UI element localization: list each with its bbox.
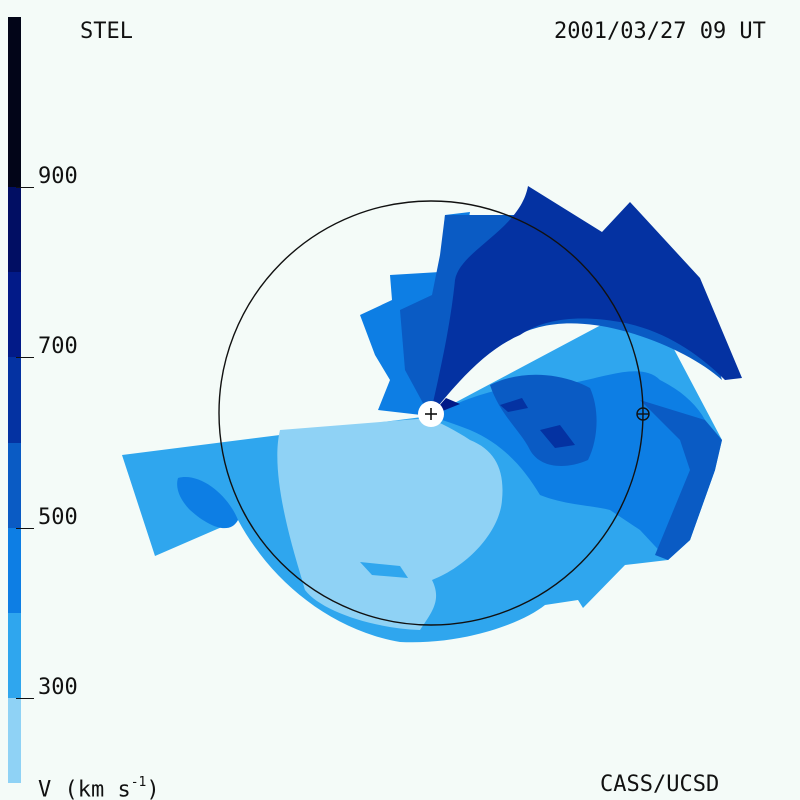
colorbar-tick-label-2: 500 <box>38 504 78 530</box>
colorbar-tick-label-3: 300 <box>38 674 78 700</box>
earth-orbit-circle <box>218 200 644 626</box>
contour-400-500-west <box>177 477 238 529</box>
earth-marker <box>636 407 650 421</box>
colorbar-tick-0 <box>16 187 34 189</box>
velocity-contours <box>122 186 742 643</box>
colorbar-level-5 <box>8 272 21 358</box>
colorbar-tick-2 <box>16 527 34 529</box>
contour-600-700 <box>430 186 742 416</box>
timestamp-label: 2001/03/27 09 UT <box>554 19 766 44</box>
colorbar-level-0 <box>8 697 21 783</box>
colorbar-level-7 <box>8 17 21 188</box>
contour-200-300 <box>277 418 503 630</box>
colorbar-level-1 <box>8 612 21 698</box>
sun-marker <box>418 401 444 427</box>
colorbar-level-4 <box>8 357 21 443</box>
colorbar-tick-1 <box>16 357 34 359</box>
contour-600-700-patch <box>540 425 575 448</box>
colorbar-level-3 <box>8 442 21 528</box>
colorbar-tick-label-1: 700 <box>38 334 78 360</box>
contour-300-400-island <box>360 562 408 578</box>
colorbar-tick-3 <box>16 697 34 699</box>
source-label: STEL <box>80 19 133 44</box>
colorbar-level-2 <box>8 527 21 613</box>
contour-400-500-east <box>430 371 716 560</box>
credit-label: CASS/UCSD <box>600 772 720 797</box>
colorbar-tick-label-0: 900 <box>38 164 78 190</box>
colorbar-level-6 <box>8 187 21 273</box>
velocity-unit-label: V (km s-1) <box>38 775 160 800</box>
contour-500-600-band <box>640 400 722 560</box>
velocity-colorbar: 900 700 500 300 <box>8 17 78 783</box>
contour-600-700-patch-2 <box>500 398 528 412</box>
